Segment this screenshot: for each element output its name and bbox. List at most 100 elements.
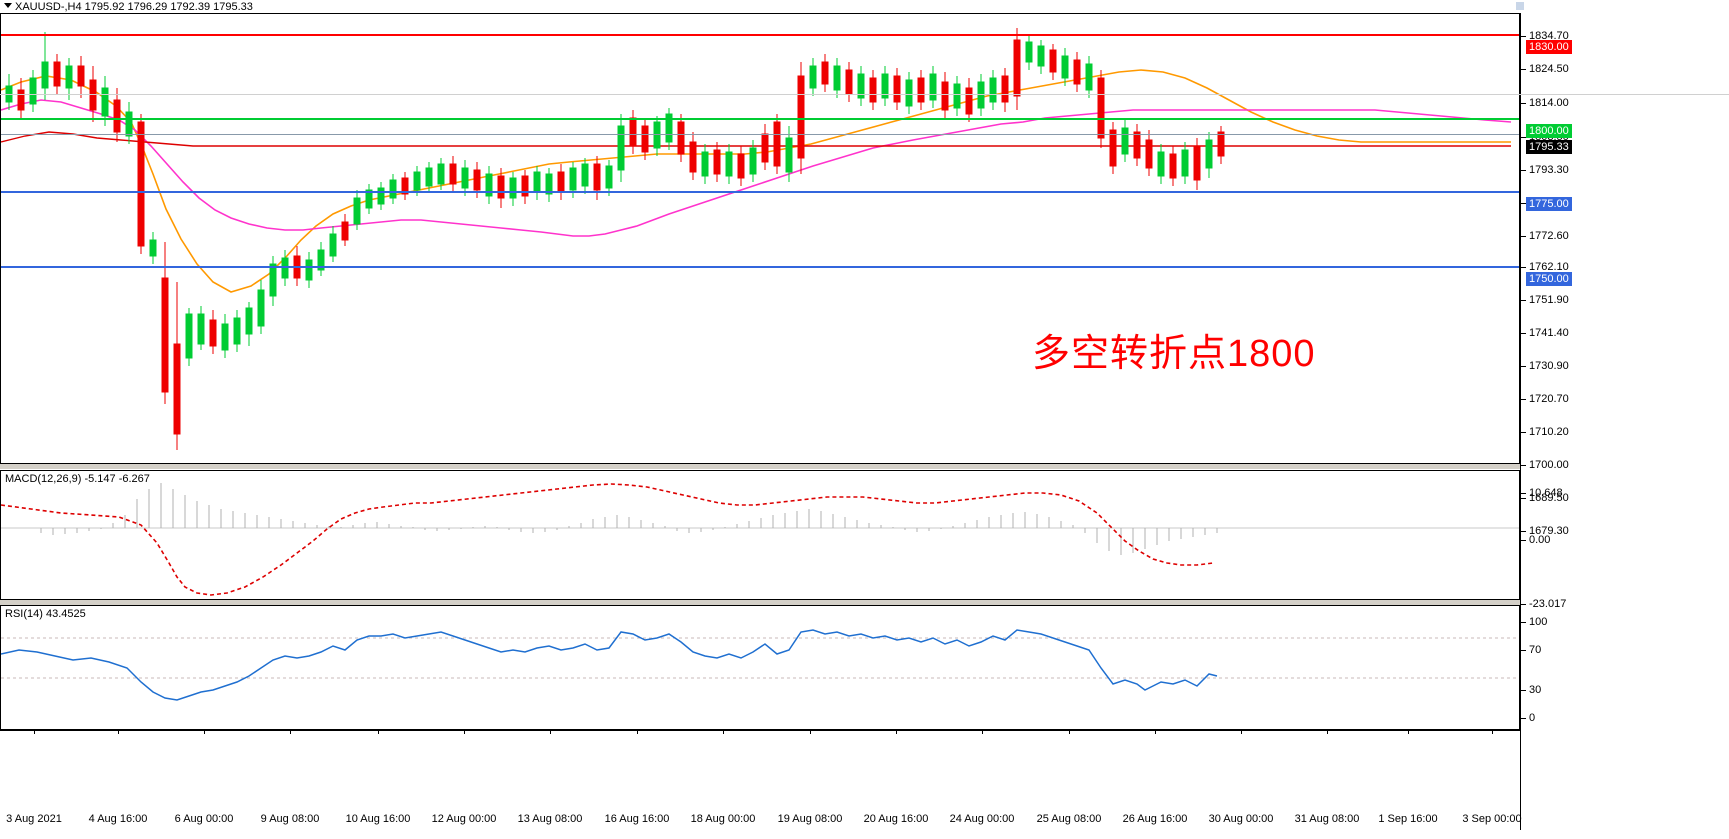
time-axis-label: 31 Aug 08:00 <box>1294 813 1360 825</box>
scale-tick <box>1520 333 1526 334</box>
time-axis-label: 6 Aug 00:00 <box>174 813 234 825</box>
rsi-label: RSI(14) 43.4525 <box>5 608 86 620</box>
scale-tick <box>1520 69 1526 70</box>
scale-axis-line <box>1520 13 1521 830</box>
macd-series-svg <box>1 483 1519 596</box>
time-tick <box>464 730 465 734</box>
macd-scale-tick <box>1520 604 1526 605</box>
macd-label: MACD(12,26,9) -5.147 -6.267 <box>5 473 150 485</box>
price-tag[interactable]: 1795.33 <box>1526 140 1572 154</box>
time-tick <box>1069 730 1070 734</box>
scale-tick <box>1520 366 1526 367</box>
rsi-series-svg <box>1 629 1519 701</box>
scale-tick-label: 1700.00 <box>1529 459 1569 471</box>
time-tick <box>896 730 897 734</box>
rsi-plot-area[interactable] <box>1 606 1519 729</box>
scale-tick-label: 1689.50 <box>1529 492 1569 504</box>
rsi-panel[interactable]: RSI(14) 43.4525 <box>0 605 1520 730</box>
rsi-scale-tick <box>1520 718 1526 719</box>
scale-tick-label: 1793.30 <box>1529 164 1569 176</box>
price-series-svg <box>1 28 1512 450</box>
chart-header: XAUUSD-,H4 1795.92 1796.29 1792.39 1795.… <box>0 0 1729 13</box>
time-axis-label: 19 Aug 08:00 <box>777 813 843 825</box>
macd-scale-tick-label: -23.017 <box>1529 598 1567 610</box>
macd-scale-tick-label: 10.648 <box>1529 487 1563 499</box>
macd-signal-line <box>1 483 1214 596</box>
price-tag[interactable]: 1775.00 <box>1526 197 1572 211</box>
time-tick <box>118 730 119 734</box>
time-axis-label: 3 Aug 2021 <box>6 813 62 825</box>
time-axis-label: 13 Aug 08:00 <box>517 813 583 825</box>
ma-red-line <box>1 131 1511 147</box>
scale-tick <box>1520 432 1526 433</box>
macd-scale-tick <box>1520 493 1526 494</box>
scale-tick-label: 1834.70 <box>1529 30 1569 42</box>
rsi-scale-tick-label: 0 <box>1529 712 1536 724</box>
time-axis-border <box>0 730 1520 731</box>
rsi-scale-tick-label: 70 <box>1529 644 1542 656</box>
scale-tick <box>1520 465 1526 466</box>
time-tick <box>723 730 724 734</box>
scale-tick-label: 1824.50 <box>1529 63 1569 75</box>
panel-separator-2[interactable] <box>0 600 1520 605</box>
rsi-scale-tick <box>1520 622 1526 623</box>
time-tick <box>1241 730 1242 734</box>
scale-tick-label: 1762.10 <box>1529 261 1569 273</box>
rsi-scale-tick <box>1520 690 1526 691</box>
time-tick <box>810 730 811 734</box>
time-axis-label: 18 Aug 00:00 <box>690 813 756 825</box>
scale-tick-label: 1679.30 <box>1529 525 1569 537</box>
rsi-scale-tick <box>1520 650 1526 651</box>
scale-tick <box>1520 103 1526 104</box>
price-tag[interactable]: 1750.00 <box>1526 272 1572 286</box>
time-tick <box>1327 730 1328 734</box>
rsi-scale-tick-label: 30 <box>1529 684 1542 696</box>
time-axis-label: 4 Aug 16:00 <box>88 813 148 825</box>
scale-tick <box>1520 36 1526 37</box>
panel-separator-1[interactable] <box>0 464 1520 469</box>
price-tag[interactable]: 1800.00 <box>1526 124 1572 138</box>
scale-tick-label: 1751.90 <box>1529 294 1569 306</box>
price-plot-area[interactable] <box>1 14 1519 463</box>
ma-magenta-line <box>1 99 1512 237</box>
time-axis-label: 10 Aug 16:00 <box>345 813 411 825</box>
time-tick <box>550 730 551 734</box>
time-tick <box>1492 730 1493 734</box>
scale-tick-label: 1710.20 <box>1529 426 1569 438</box>
time-axis-label: 9 Aug 08:00 <box>260 813 320 825</box>
scale-tick <box>1520 531 1526 532</box>
candles-group <box>5 28 1225 450</box>
time-tick <box>204 730 205 734</box>
scale-tick-label: 1814.00 <box>1529 97 1569 109</box>
macd-plot-area[interactable] <box>1 471 1519 599</box>
time-tick <box>637 730 638 734</box>
price-panel[interactable] <box>0 13 1520 464</box>
triangle-down-icon[interactable] <box>4 3 12 8</box>
scale-tick <box>1520 498 1526 499</box>
time-tick <box>1155 730 1156 734</box>
time-axis-label: 16 Aug 16:00 <box>604 813 670 825</box>
hline-support-1775 <box>1 191 1519 193</box>
macd-scale-tick <box>1520 540 1526 541</box>
time-axis-label: 3 Sep 00:00 <box>1462 813 1522 825</box>
scale-tick <box>1520 300 1526 301</box>
scale-tick-label: 1730.90 <box>1529 360 1569 372</box>
price-tag[interactable]: 1830.00 <box>1526 40 1572 54</box>
symbol-ohlc-label: XAUUSD-,H4 1795.92 1796.29 1792.39 1795.… <box>15 1 253 13</box>
scale-tick <box>1520 137 1526 138</box>
time-axis[interactable]: 3 Aug 2021 4 Aug 16:00 6 Aug 00:00 9 Aug 08… <box>0 730 1522 839</box>
chart-annotation-text: 多空转折点1800 <box>1032 333 1316 375</box>
time-tick <box>1408 730 1409 734</box>
hline-pivot-1800 <box>1 118 1519 120</box>
time-axis-label: 26 Aug 16:00 <box>1122 813 1188 825</box>
price-scale[interactable]: 1834.701824.501814.001803.501793.301782.… <box>1520 13 1729 830</box>
time-axis-label: 12 Aug 00:00 <box>431 813 497 825</box>
hline-resistance-1830 <box>1 34 1519 36</box>
scale-tick <box>1520 170 1526 171</box>
time-tick <box>378 730 379 734</box>
scale-tick-label: 1741.40 <box>1529 327 1569 339</box>
time-tick <box>290 730 291 734</box>
decorative-mark <box>1516 2 1524 10</box>
macd-panel[interactable]: MACD(12,26,9) -5.147 -6.267 <box>0 470 1520 600</box>
scale-tick <box>1520 267 1526 268</box>
